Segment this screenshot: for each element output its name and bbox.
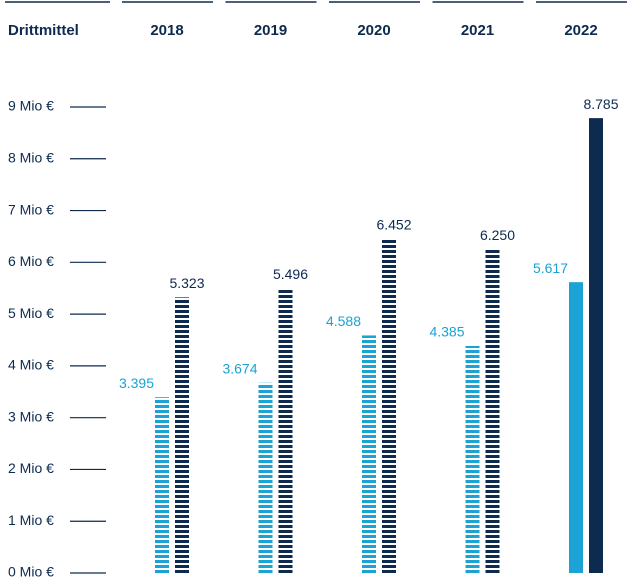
y-tick-label: 6 Mio € <box>8 253 54 269</box>
bar <box>278 288 293 573</box>
x-tick-label: 2022 <box>564 22 597 39</box>
y-tick-label: 1 Mio € <box>8 512 54 528</box>
x-tick-label: 2018 <box>150 22 183 39</box>
value-label: 3.674 <box>222 360 257 376</box>
bar <box>362 335 376 573</box>
value-label: 5.496 <box>273 266 308 282</box>
y-tick-label: 9 Mio € <box>8 98 54 114</box>
value-label: 8.785 <box>583 96 618 112</box>
y-tick-label: 4 Mio € <box>8 357 54 373</box>
y-tick-label: 0 Mio € <box>8 564 54 580</box>
y-tick-label: 7 Mio € <box>8 201 54 217</box>
value-label: 4.385 <box>429 324 464 340</box>
bar <box>382 238 396 573</box>
bar <box>258 382 273 573</box>
x-tick-label: 2020 <box>357 22 390 39</box>
bar <box>485 249 500 573</box>
bar <box>569 282 583 573</box>
y-tick-label: 8 Mio € <box>8 149 54 165</box>
header-label: Drittmittel <box>8 22 79 39</box>
bar <box>465 345 480 573</box>
value-label: 3.395 <box>119 375 154 391</box>
value-label: 6.452 <box>376 217 411 233</box>
bar <box>155 397 169 573</box>
bar <box>589 118 603 573</box>
y-tick-label: 2 Mio € <box>8 460 54 476</box>
y-tick-label: 5 Mio € <box>8 305 54 321</box>
value-label: 6.250 <box>480 227 515 243</box>
value-label: 5.617 <box>533 260 568 276</box>
bar <box>175 297 189 573</box>
y-tick-label: 3 Mio € <box>8 408 54 424</box>
value-label: 4.588 <box>326 313 361 329</box>
value-label: 5.323 <box>169 275 204 291</box>
x-tick-label: 2019 <box>254 22 287 39</box>
x-tick-label: 2021 <box>461 22 494 39</box>
